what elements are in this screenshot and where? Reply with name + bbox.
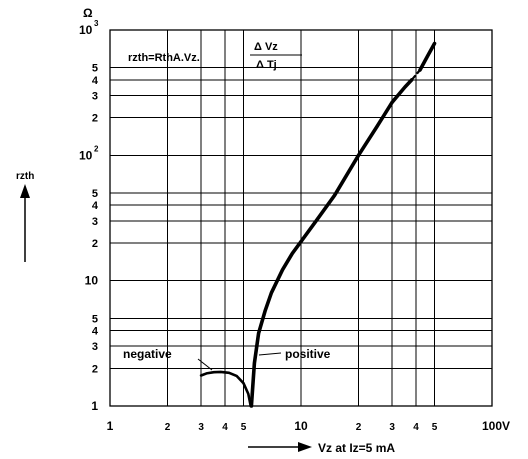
x-tick-label: 100V — [482, 419, 510, 433]
series-line-negative — [199, 370, 252, 408]
x-tick-labels: 1 2 3 4 5 10 2 3 4 5 100V — [107, 419, 510, 433]
series-line-positive — [418, 41, 437, 72]
x-axis-arrow-head — [298, 442, 312, 452]
y-tick-label: 3 — [92, 341, 98, 353]
x-axis-label-group: Vz at Iz=5 mA — [248, 441, 395, 455]
y-axis-arrow-head — [20, 184, 30, 198]
x-tick-label: 4 — [222, 422, 228, 433]
annotation-positive: positive — [285, 347, 331, 361]
x-tick-label: 5 — [432, 422, 438, 433]
x-tick-label: 2 — [356, 422, 362, 433]
x-tick-label: 5 — [241, 422, 247, 433]
x-tick-label: 10 — [294, 419, 308, 433]
annotations: negative positive — [123, 347, 331, 371]
x-tick-label: 3 — [389, 422, 395, 433]
y-tick-label: 5 — [92, 188, 98, 200]
y-tick-label: 10 — [85, 274, 99, 288]
formula-denominator: Δ Tj — [256, 59, 277, 71]
grid-lines — [110, 30, 492, 406]
y-tick-label: 10 — [79, 23, 93, 37]
y-tick-label: 2 — [92, 113, 98, 125]
y-axis-label-group: rzth — [16, 171, 34, 262]
y-tick-label: 4 — [92, 200, 99, 212]
y-tick-label: 1 — [91, 399, 98, 413]
series-line-positive-dashed — [410, 68, 422, 82]
y-tick-label: 5 — [92, 63, 98, 75]
x-tick-label: 3 — [198, 422, 204, 433]
annotation-negative-leader — [197, 358, 213, 371]
y-tick-exponent: 2 — [94, 144, 99, 153]
y-tick-label: 3 — [92, 216, 98, 228]
y-tick-label: 5 — [92, 313, 98, 325]
plot-frame — [109, 29, 493, 407]
y-tick-label: 2 — [92, 363, 98, 375]
y-unit-text: Ω — [83, 6, 93, 20]
y-axis-label: rzth — [16, 171, 34, 182]
formula: rzth=RthA.Vz. Δ Vz Δ Tj — [128, 41, 302, 71]
formula-numerator: Δ Vz — [254, 41, 278, 53]
annotation-positive-leader — [258, 352, 282, 356]
formula-lhs: rzth=RthA.Vz. — [128, 52, 200, 64]
x-tick-label: 1 — [107, 419, 114, 433]
y-unit-label: Ω — [83, 6, 93, 20]
x-tick-label: 4 — [413, 422, 419, 433]
y-tick-label: 10 — [79, 148, 93, 162]
y-tick-label: 4 — [92, 75, 99, 87]
series-line-positive — [249, 78, 414, 408]
annotation-negative: negative — [123, 347, 172, 361]
y-tick-label: 2 — [92, 238, 98, 250]
x-axis-label: Vz at Iz=5 mA — [318, 441, 395, 455]
y-tick-label: 3 — [92, 91, 98, 103]
series-layer — [199, 41, 437, 408]
y-tick-label: 4 — [92, 326, 99, 338]
y-tick-exponent: 3 — [94, 19, 99, 28]
x-tick-label: 2 — [165, 422, 171, 433]
